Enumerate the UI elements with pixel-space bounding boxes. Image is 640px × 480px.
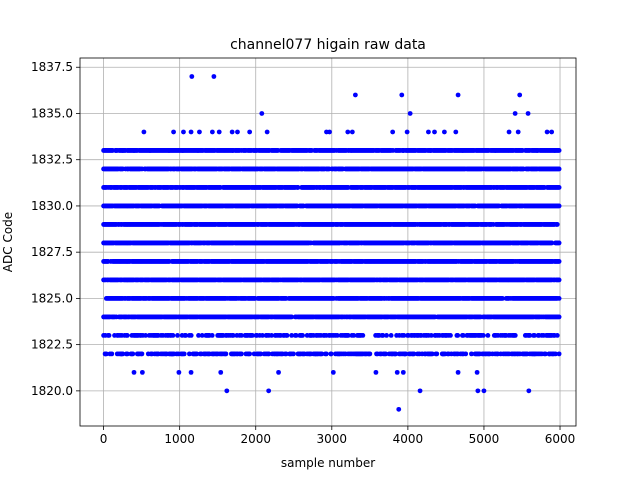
data-point (556, 166, 562, 172)
data-point (556, 351, 562, 357)
data-point (194, 351, 200, 357)
data-point (543, 351, 548, 357)
data-point (295, 185, 301, 190)
data-point (319, 351, 325, 357)
data-point (556, 296, 562, 301)
data-point (196, 332, 201, 338)
data-point (266, 351, 272, 357)
data-point (334, 332, 340, 338)
data-point (500, 296, 505, 301)
data-point (351, 332, 357, 338)
data-points (101, 74, 562, 412)
data-point (109, 351, 115, 357)
data-point (199, 332, 205, 338)
data-point (239, 351, 244, 357)
data-point (300, 332, 305, 338)
data-point (289, 314, 295, 320)
data-point (143, 332, 148, 338)
data-point (323, 351, 329, 357)
data-point (289, 332, 295, 338)
data-point (554, 222, 560, 227)
data-point (188, 332, 194, 338)
data-point (260, 332, 265, 338)
data-point (175, 332, 180, 338)
data-point (183, 332, 189, 338)
data-point (556, 203, 562, 209)
data-point (556, 185, 562, 190)
data-point (239, 332, 244, 338)
data-point (388, 332, 394, 338)
data-point (186, 351, 192, 357)
data-point (360, 332, 366, 338)
data-point (380, 332, 386, 338)
data-point (556, 240, 562, 246)
data-point (170, 332, 176, 338)
data-point (269, 332, 274, 338)
data-point (556, 277, 562, 283)
data-point (556, 259, 562, 264)
data-point (209, 332, 215, 338)
data-point (384, 332, 389, 338)
data-point (556, 148, 562, 153)
data-point (139, 351, 145, 357)
data-point (293, 332, 299, 338)
data-point (549, 240, 555, 246)
data-point (249, 332, 255, 338)
data-point (124, 332, 130, 338)
data-point (429, 351, 435, 357)
data-point (291, 351, 296, 357)
data-point (106, 332, 112, 338)
data-point (401, 332, 407, 338)
data-point (345, 332, 351, 338)
data-point (411, 351, 417, 357)
data-point (469, 351, 474, 357)
data-point (284, 332, 290, 338)
data-point (283, 351, 289, 357)
data-point (553, 351, 558, 357)
data-point (247, 351, 253, 357)
data-point (434, 351, 440, 357)
data-point (230, 332, 236, 338)
data-point (556, 314, 562, 320)
